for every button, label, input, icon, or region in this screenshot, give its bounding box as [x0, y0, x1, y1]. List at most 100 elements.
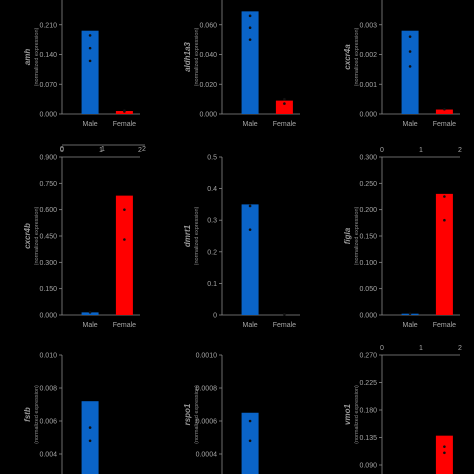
- bar-male: [81, 312, 99, 315]
- gene-name: rspo1: [183, 403, 192, 425]
- y-tick-label: 0.100: [359, 260, 377, 267]
- gene-name: aldh1a3: [183, 42, 192, 72]
- y-tick-label: 0.004: [39, 452, 57, 459]
- replicate-point: [248, 439, 252, 443]
- y-tick-label: 0.003: [359, 22, 377, 29]
- bar-male: [241, 11, 259, 114]
- x-tick-label: 1: [99, 147, 103, 154]
- bar-female: [115, 195, 133, 315]
- y-tick-label: 0: [213, 313, 217, 320]
- y-axis-label: (normalized expression): [34, 206, 40, 265]
- replicate-point: [283, 97, 286, 101]
- replicate-point: [123, 208, 126, 211]
- y-tick-label: 0.300: [39, 260, 57, 267]
- panel-fstb: 0.004 0.006 0.008 0.010 fstb (normalized expr…: [23, 353, 99, 474]
- y-tick-label: 0.0010: [196, 353, 218, 360]
- replicate-point: [408, 312, 412, 315]
- category-label: Male: [242, 121, 257, 128]
- x-tick-label: 1: [419, 345, 423, 352]
- y-tick-label: 0.750: [39, 181, 57, 188]
- replicate-point: [88, 34, 92, 37]
- replicate-point: [88, 46, 92, 50]
- y-tick-label: 0.4: [207, 186, 217, 193]
- y-tick-label: 0.020: [199, 82, 217, 89]
- bar-male: [81, 30, 99, 115]
- replicate-point: [283, 313, 286, 316]
- y-axis-label: (normalized expression): [354, 27, 360, 86]
- replicate-point: [443, 107, 446, 111]
- y-axis-label: (normalized expression): [354, 206, 360, 265]
- category-label: Female: [113, 121, 136, 128]
- replicate-point: [248, 38, 252, 41]
- panel-rspo1: 0.0004 0.0006 0.0008 0.0010 rspo1 (normalized…: [183, 353, 259, 474]
- y-tick-label: 0.250: [359, 181, 377, 188]
- replicate-point: [248, 14, 252, 18]
- x-tick-label: 0: [380, 345, 384, 352]
- y-tick-label: 0.1: [207, 281, 217, 288]
- y-tick-label: 0.0006: [196, 419, 218, 426]
- y-tick-label: 0.010: [39, 353, 57, 360]
- bar-female: [435, 109, 453, 114]
- y-tick-label: 0.2: [207, 249, 217, 256]
- category-label: Female: [273, 322, 296, 329]
- y-axis-label: (normalized expression): [194, 206, 200, 265]
- y-tick-label: 0.000: [39, 112, 57, 119]
- y-tick-label: 0.450: [39, 234, 57, 241]
- panel-figla: 0.000 0.050 0.100 0.150 0.200 0.250 0.300 Male F…: [343, 147, 462, 329]
- gene-name: cxcr4a: [343, 44, 352, 70]
- y-axis-label: (normalized expression): [194, 27, 200, 86]
- x-tick-label: 2: [458, 147, 462, 154]
- replicate-point: [88, 59, 92, 63]
- y-tick-label: 0.040: [199, 52, 217, 59]
- replicate-point: [88, 311, 92, 314]
- category-label: Female: [433, 322, 456, 329]
- replicate-point: [408, 65, 412, 68]
- x-tick-label: 1: [101, 146, 105, 153]
- category-label: Male: [242, 322, 257, 329]
- x-tick-label: 0: [60, 147, 64, 154]
- x-tick-label: 0: [380, 147, 384, 154]
- y-tick-label: 0.200: [359, 207, 377, 214]
- bar-male: [241, 412, 259, 474]
- y-tick-label: 0.3: [207, 218, 217, 225]
- y-tick-label: 0.050: [359, 286, 377, 293]
- y-tick-label: 0.090: [359, 463, 377, 470]
- x-tick-label: 2: [142, 146, 146, 153]
- y-tick-label: 0.150: [39, 286, 57, 293]
- y-tick-label: 0.000: [39, 313, 57, 320]
- category-label: Male: [82, 121, 97, 128]
- category-label: Male: [82, 322, 97, 329]
- y-tick-label: 0.210: [39, 22, 57, 29]
- replicate-point: [408, 50, 412, 53]
- bar-male: [81, 401, 99, 474]
- category-label: Male: [402, 121, 417, 128]
- bar-female: [435, 193, 453, 315]
- replicate-point: [408, 35, 412, 38]
- x-tick-label: 2: [458, 345, 462, 352]
- y-tick-label: 0.5: [207, 155, 217, 162]
- y-axis-label: (normalized expression): [34, 27, 40, 86]
- y-tick-label: 0.000: [359, 112, 377, 119]
- replicate-point: [123, 238, 126, 241]
- gene-name: figla: [343, 227, 352, 244]
- replicate-point: [283, 102, 286, 105]
- y-tick-label: 0.140: [39, 52, 57, 59]
- y-axis-label: (normalized expression): [194, 385, 200, 444]
- gene-name: dmrt1: [183, 224, 192, 247]
- y-tick-label: 0.150: [359, 234, 377, 241]
- category-label: Female: [113, 322, 136, 329]
- replicate-point: [443, 451, 446, 455]
- panel-cxcr4b: 0.000 0.150 0.300 0.450 0.600 0.750 0.900 Male F…: [23, 147, 142, 329]
- y-tick-label: 0.0004: [196, 452, 218, 459]
- y-tick-label: 0.300: [359, 155, 377, 162]
- panel-aldh1a3: 0.000 0.020 0.040 0.060 Male Female aldh1a3 (no…: [183, 0, 300, 128]
- replicate-point: [88, 426, 92, 429]
- x-tick-label: 1: [419, 147, 423, 154]
- gene-name: vmo1: [343, 404, 352, 425]
- x-tick-label: 2: [138, 147, 142, 154]
- replicate-point: [443, 445, 446, 448]
- replicate-point: [248, 419, 252, 423]
- panel-cxcr4a: 0.000 0.001 0.002 0.003 Male Female cxcr4a (nor…: [343, 0, 460, 128]
